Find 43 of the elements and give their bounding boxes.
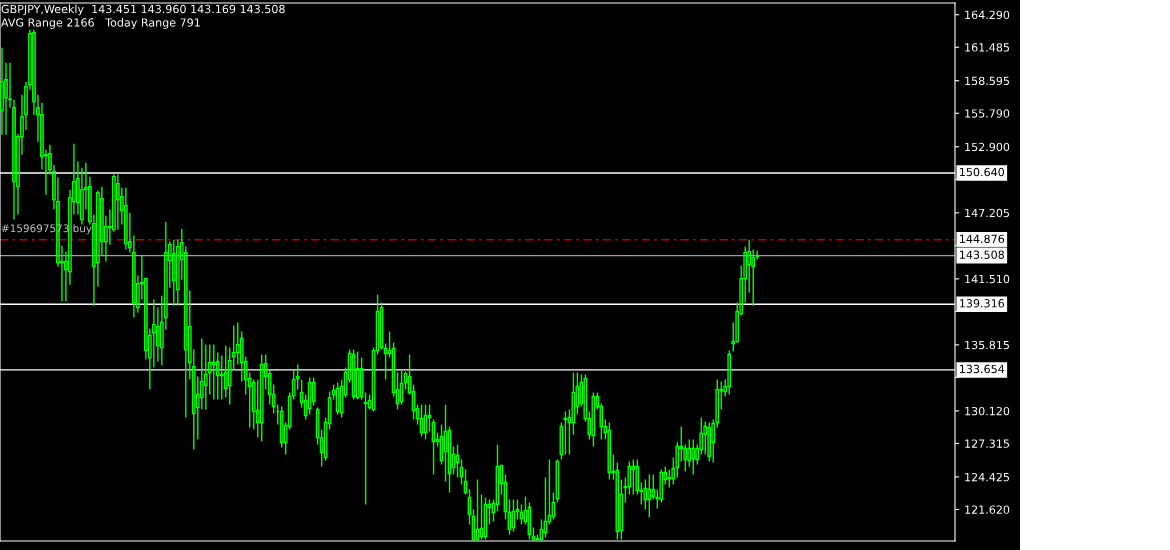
chart-title: GBPJPY,Weekly 143.451 143.960 143.169 143.508 — [1, 4, 285, 16]
candlestick — [48, 143, 52, 176]
ref-line-label: 143.508 — [960, 250, 1005, 259]
y-tick-label: 161.485 — [965, 43, 1009, 52]
candlestick — [12, 99, 16, 221]
candlestick — [4, 62, 8, 136]
candlestick — [171, 238, 176, 307]
candlestick — [155, 306, 160, 363]
ref-line-label: 139.316 — [960, 299, 1005, 308]
candlestick — [443, 403, 448, 483]
candlestick — [147, 327, 152, 391]
candlestick — [135, 274, 140, 314]
y-tick-label: 158.595 — [965, 76, 1009, 86]
candlestick — [143, 277, 148, 361]
candlestick — [175, 238, 180, 307]
candlestick — [40, 102, 44, 171]
y-tick-label: 155.790 — [965, 109, 1010, 118]
candlestick — [76, 160, 80, 216]
candlestick — [88, 175, 92, 226]
candlestick — [52, 163, 56, 211]
ref-line-label: 150.640 — [960, 167, 1005, 177]
ref-line-label: 133.654 — [960, 364, 1005, 374]
candlestick — [36, 94, 40, 143]
y-tick-label: 124.425 — [965, 472, 1009, 482]
y-tick-label: 127.315 — [965, 439, 1009, 448]
y-tick-label: 164.290 — [965, 10, 1010, 20]
candlestick — [151, 298, 156, 369]
y-tick-label: 135.815 — [965, 340, 1009, 350]
y-tick-label: 147.205 — [965, 208, 1009, 218]
ref-line-label: 144.876 — [960, 234, 1005, 244]
y-tick-label: 152.900 — [965, 142, 1010, 152]
candlestick — [103, 214, 108, 263]
y-tick-label: 141.510 — [965, 274, 1010, 284]
y-tick-label: 121.620 — [965, 505, 1010, 514]
y-tick-label: 130.120 — [965, 406, 1010, 416]
candlestick — [131, 234, 136, 319]
candlestick — [0, 47, 4, 136]
candlestick — [32, 28, 36, 116]
candlestick — [123, 187, 128, 251]
text: AVG Range 2166 Today Range 791 — [1, 18, 200, 29]
candlestick — [127, 211, 132, 254]
candlestick — [80, 166, 84, 226]
candlestick — [119, 187, 124, 226]
